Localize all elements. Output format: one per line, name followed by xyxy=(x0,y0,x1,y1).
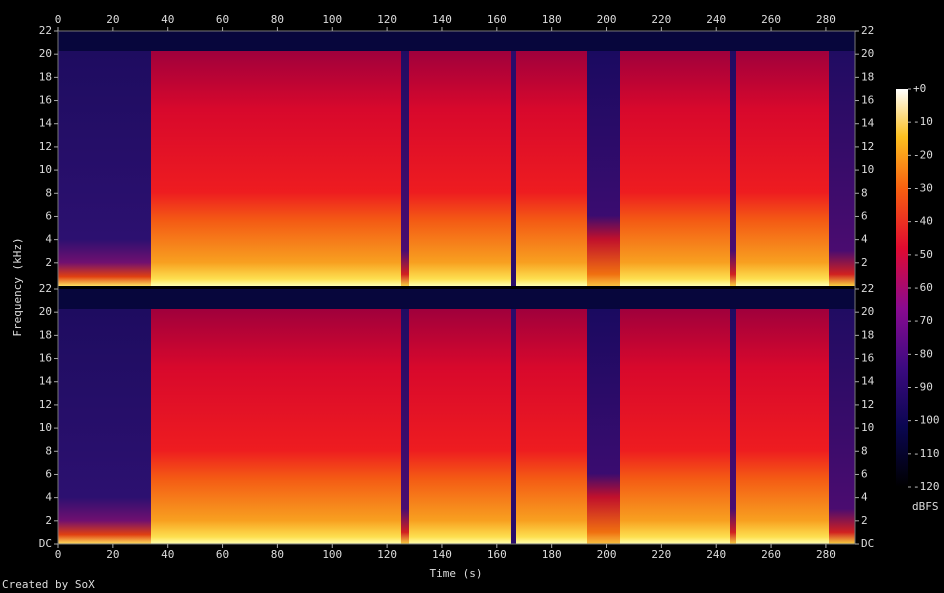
x-tick-label: 240 xyxy=(706,13,726,26)
x-tick-label: 280 xyxy=(816,13,836,26)
colorbar-tick-label: -110 xyxy=(913,447,940,460)
y-tick-label: 14 xyxy=(861,375,875,388)
y-tick-label: 10 xyxy=(39,163,52,176)
x-tick-label: 240 xyxy=(706,548,726,561)
colorbar-tick-label: -20 xyxy=(913,148,933,161)
x-tick-label: 120 xyxy=(377,548,397,561)
x-tick-label: 140 xyxy=(432,548,452,561)
y-tick-label: 4 xyxy=(45,491,52,504)
colorbar-tick-label: -10 xyxy=(913,115,933,128)
y-tick-label: 4 xyxy=(861,491,868,504)
y-tick-label: 8 xyxy=(45,444,52,457)
y-tick-label: 16 xyxy=(39,352,52,365)
y-tick-label: 14 xyxy=(861,117,875,130)
y-tick-label: 6 xyxy=(861,467,868,480)
y-tick-label: 14 xyxy=(39,375,53,388)
y-tick-label: 8 xyxy=(861,444,868,457)
x-tick-label: 180 xyxy=(542,548,562,561)
x-tick-label: 220 xyxy=(651,548,671,561)
x-tick-label: 20 xyxy=(106,13,119,26)
y-tick-label: 6 xyxy=(45,209,52,222)
y-tick-label: 2 xyxy=(861,514,868,527)
x-tick-label: 280 xyxy=(816,548,836,561)
x-tick-label: 160 xyxy=(487,548,507,561)
colorbar-tick-label: +0 xyxy=(913,82,926,95)
y-tick-label: 22 xyxy=(861,24,874,37)
x-tick-label: 20 xyxy=(106,548,119,561)
x-tick-label: 260 xyxy=(761,548,781,561)
x-tick-label: 200 xyxy=(597,548,617,561)
footer: Created by SoX xyxy=(2,578,95,591)
colorbar-tick-label: -120 xyxy=(913,480,940,493)
colorbar-tick-label: -100 xyxy=(913,414,940,427)
x-tick-label: 80 xyxy=(271,548,284,561)
y-tick-label: 14 xyxy=(39,117,53,130)
colorbar-tick-label: -40 xyxy=(913,215,933,228)
y-tick-label: 2 xyxy=(45,514,52,527)
x-tick-label: 120 xyxy=(377,13,397,26)
y-tick-label: DC xyxy=(861,537,874,550)
spectrogram-image xyxy=(58,289,855,544)
y-tick-label: 4 xyxy=(861,233,868,246)
y-tick-label: 12 xyxy=(861,140,874,153)
colorbar xyxy=(896,89,908,487)
y-tick-label: 12 xyxy=(39,398,52,411)
x-tick-label: 40 xyxy=(161,13,174,26)
x-tick-label: 100 xyxy=(322,548,342,561)
y-tick-label: 20 xyxy=(861,305,874,318)
x-tick-label: 60 xyxy=(216,13,229,26)
y-tick-label: 10 xyxy=(861,421,874,434)
y-tick-label: 12 xyxy=(39,140,52,153)
y-axis-label: Frequency (kHz) xyxy=(11,237,24,336)
y-tick-label: 20 xyxy=(861,47,874,60)
y-tick-label: 10 xyxy=(39,421,52,434)
colorbar-tick-label: -50 xyxy=(913,248,933,261)
x-tick-label: 140 xyxy=(432,13,452,26)
y-tick-label: 12 xyxy=(861,398,874,411)
y-tick-label: 22 xyxy=(39,282,52,295)
y-tick-label: 2 xyxy=(861,256,868,269)
y-tick-label: 2 xyxy=(45,256,52,269)
y-tick-label: DC xyxy=(39,537,52,550)
y-tick-label: 18 xyxy=(39,70,52,83)
y-tick-label: 6 xyxy=(45,467,52,480)
y-tick-label: 4 xyxy=(45,233,52,246)
y-tick-label: 10 xyxy=(861,163,874,176)
y-tick-label: 20 xyxy=(39,47,52,60)
y-tick-label: 22 xyxy=(861,282,874,295)
y-tick-label: 16 xyxy=(861,94,874,107)
y-tick-label: 22 xyxy=(39,24,52,37)
x-tick-label: 200 xyxy=(597,13,617,26)
x-tick-label: 260 xyxy=(761,13,781,26)
colorbar-tick-label: -90 xyxy=(913,381,933,394)
x-tick-label: 180 xyxy=(542,13,562,26)
colorbar-tick-label: -30 xyxy=(913,182,933,195)
y-tick-label: 16 xyxy=(39,94,52,107)
x-tick-label: 220 xyxy=(651,13,671,26)
y-tick-label: 16 xyxy=(861,352,874,365)
x-tick-label: 160 xyxy=(487,13,507,26)
y-tick-label: 8 xyxy=(45,186,52,199)
y-tick-label: 18 xyxy=(861,70,874,83)
colorbar-tick-label: -80 xyxy=(913,347,933,360)
x-axis-label: Time (s) xyxy=(430,567,483,580)
x-tick-label: 80 xyxy=(271,13,284,26)
colorbar-label: dBFS xyxy=(912,500,939,513)
y-tick-label: 18 xyxy=(861,328,874,341)
y-tick-label: 18 xyxy=(39,328,52,341)
y-tick-label: 6 xyxy=(861,209,868,222)
spectrogram-image xyxy=(58,31,855,286)
x-tick-label: 60 xyxy=(216,548,229,561)
colorbar-tick-label: -70 xyxy=(913,314,933,327)
y-tick-label: 8 xyxy=(861,186,868,199)
x-tick-label: 0 xyxy=(55,13,62,26)
x-tick-label: 40 xyxy=(161,548,174,561)
colorbar-tick-label: -60 xyxy=(913,281,933,294)
x-tick-label: 100 xyxy=(322,13,342,26)
x-tick-label: 0 xyxy=(55,548,62,561)
plot-frame xyxy=(57,30,856,545)
y-tick-label: 20 xyxy=(39,305,52,318)
